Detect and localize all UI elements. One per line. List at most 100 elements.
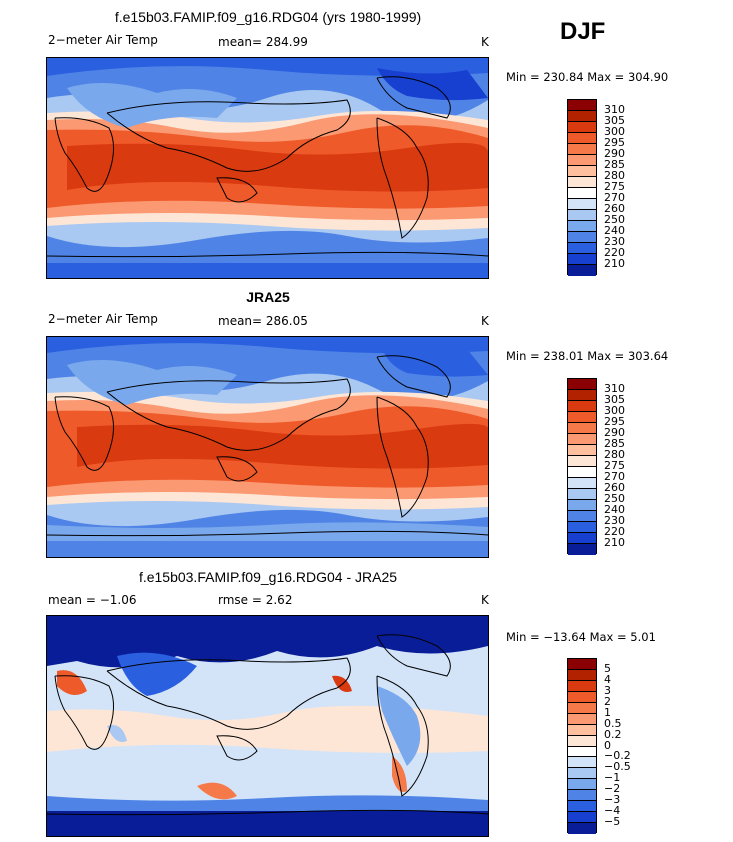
- panel-2-units: K: [481, 314, 489, 328]
- colorbar-tick-label: 300: [604, 404, 625, 417]
- panel-3-colorbar: [567, 658, 597, 834]
- panel-2-title: JRA25: [246, 289, 290, 305]
- colorbar-swatch: [568, 533, 596, 544]
- panel-1-map: [46, 57, 489, 279]
- colorbar-tick-label: −0.2: [604, 749, 631, 763]
- colorbar-tick-label: 240: [604, 224, 625, 237]
- season-label: DJF: [560, 18, 606, 45]
- colorbar-tick-label: 0.5: [604, 716, 622, 730]
- colorbar-swatch: [568, 111, 596, 122]
- colorbar-swatch: [568, 702, 596, 714]
- colorbar-swatch: [568, 467, 596, 478]
- colorbar-tick-label: 305: [604, 393, 625, 406]
- colorbar-tick-label: 250: [604, 213, 625, 226]
- panel-1-minmax: Min = 230.84 Max = 304.90: [506, 70, 669, 84]
- colorbar-tick-label: 260: [604, 481, 625, 494]
- colorbar-tick-label: 280: [604, 448, 625, 461]
- colorbar-tick-label: 0.2: [604, 727, 622, 741]
- colorbar-tick-label: 295: [604, 415, 625, 428]
- colorbar-swatch: [568, 724, 596, 736]
- colorbar-tick-label: −1: [604, 771, 621, 785]
- colorbar-tick-label: 3: [604, 683, 611, 697]
- colorbar-tick-label: 290: [604, 147, 625, 160]
- colorbar-swatch: [568, 478, 596, 489]
- panel-3-map: [46, 615, 489, 837]
- colorbar-tick-label: 305: [604, 114, 625, 127]
- colorbar-swatch: [568, 801, 596, 813]
- colorbar-swatch: [568, 122, 596, 133]
- colorbar-tick-label: 240: [604, 503, 625, 516]
- colorbar-tick-label: 310: [604, 382, 625, 395]
- colorbar-tick-label: 280: [604, 169, 625, 182]
- colorbar-swatch: [568, 544, 596, 555]
- colorbar-tick-label: 2: [604, 694, 611, 708]
- colorbar-tick-label: 250: [604, 492, 625, 505]
- colorbar-swatch: [568, 390, 596, 401]
- colorbar-tick-label: 5: [604, 661, 611, 675]
- colorbar-tick-label: 270: [604, 470, 625, 483]
- colorbar-swatch: [568, 735, 596, 747]
- colorbar-swatch: [568, 669, 596, 681]
- colorbar-tick-label: −4: [604, 804, 621, 818]
- panel-3-mean: mean = −1.06: [48, 593, 137, 607]
- colorbar-swatch: [568, 144, 596, 155]
- colorbar-swatch: [568, 423, 596, 434]
- colorbar-tick-label: 4: [604, 672, 611, 686]
- colorbar-tick-label: 270: [604, 191, 625, 204]
- colorbar-swatch: [568, 746, 596, 758]
- colorbar-tick-label: 275: [604, 180, 625, 193]
- colorbar-swatch: [568, 779, 596, 791]
- colorbar-tick-label: 1: [604, 705, 611, 719]
- colorbar-tick-label: −3: [604, 793, 621, 807]
- panel-1-units: K: [481, 35, 489, 49]
- colorbar-tick-label: 210: [604, 536, 625, 549]
- colorbar-tick-label: 295: [604, 136, 625, 149]
- colorbar-swatch: [568, 155, 596, 166]
- panel-2-minmax: Min = 238.01 Max = 303.64: [506, 349, 669, 363]
- colorbar-tick-label: 310: [604, 103, 625, 116]
- panel-3-units: K: [481, 593, 489, 607]
- colorbar-swatch: [568, 401, 596, 412]
- colorbar-swatch: [568, 500, 596, 511]
- colorbar-swatch: [568, 680, 596, 692]
- panel-1-variable: 2−meter Air Temp: [48, 33, 158, 47]
- colorbar-swatch: [568, 133, 596, 144]
- panel-1-colorbar: [567, 99, 597, 276]
- colorbar-swatch: [568, 456, 596, 467]
- colorbar-swatch: [568, 166, 596, 177]
- colorbar-tick-label: −0.5: [604, 760, 631, 774]
- colorbar-tick-label: 285: [604, 158, 625, 171]
- colorbar-swatch: [568, 790, 596, 802]
- colorbar-tick-label: 0: [604, 738, 611, 752]
- colorbar-swatch: [568, 221, 596, 232]
- colorbar-tick-label: 210: [604, 257, 625, 270]
- colorbar-swatch: [568, 243, 596, 254]
- panel-3-minmax: Min = −13.64 Max = 5.01: [506, 630, 656, 644]
- colorbar-swatch: [568, 100, 596, 111]
- colorbar-swatch: [568, 823, 596, 834]
- colorbar-swatch: [568, 199, 596, 210]
- panel-1-title: f.e15b03.FAMIP.f09_g16.RDG04 (yrs 1980-1…: [114, 9, 422, 25]
- colorbar-swatch: [568, 812, 596, 824]
- colorbar-tick-label: 230: [604, 514, 625, 527]
- panel-3-title: f.e15b03.FAMIP.f09_g16.RDG04 - JRA25: [138, 569, 398, 585]
- panel-2-mean: mean= 286.05: [218, 314, 308, 328]
- colorbar-swatch: [568, 691, 596, 703]
- colorbar-swatch: [568, 522, 596, 533]
- panel-2-variable: 2−meter Air Temp: [48, 312, 158, 326]
- colorbar-swatch: [568, 511, 596, 522]
- colorbar-swatch: [568, 177, 596, 188]
- colorbar-swatch: [568, 232, 596, 243]
- colorbar-swatch: [568, 757, 596, 769]
- colorbar-swatch: [568, 210, 596, 221]
- colorbar-swatch: [568, 768, 596, 780]
- panel-2-map: [46, 336, 489, 558]
- colorbar-tick-label: 260: [604, 202, 625, 215]
- colorbar-swatch: [568, 379, 596, 390]
- colorbar-swatch: [568, 265, 596, 276]
- panel-2-colorbar: [567, 378, 597, 555]
- colorbar-swatch: [568, 254, 596, 265]
- colorbar-tick-label: 285: [604, 437, 625, 450]
- colorbar-swatch: [568, 713, 596, 725]
- colorbar-swatch: [568, 412, 596, 423]
